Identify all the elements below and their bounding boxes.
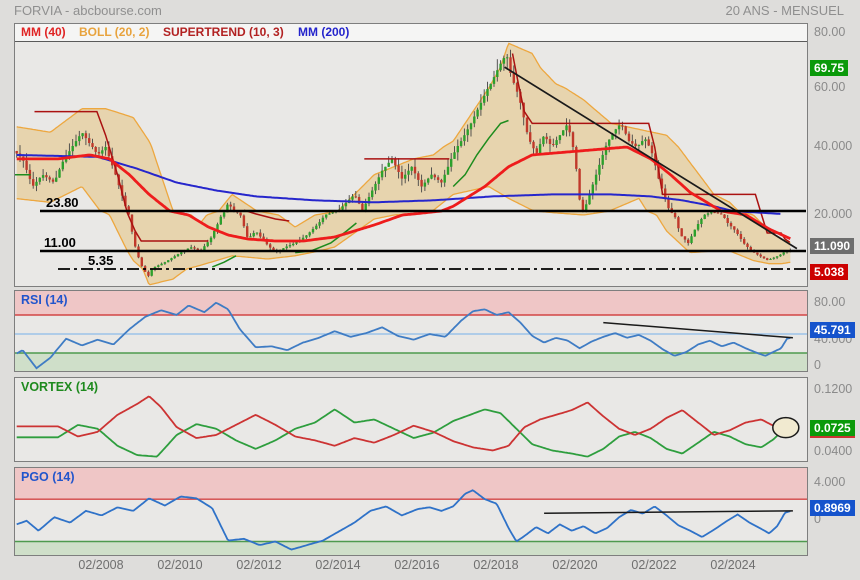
legend-item-mm-3[interactable]: MM (200) — [298, 25, 350, 39]
axis-tick-label: 20.000 — [814, 207, 853, 221]
pgo-title: PGO (14) — [21, 470, 75, 484]
x-axis-label: 02/2016 — [394, 558, 440, 572]
axis-tick-label: 0.1200 — [814, 382, 853, 396]
axis-tick-label: 80.00 — [814, 25, 846, 39]
x-axis-label: 02/2020 — [552, 558, 598, 572]
axis-tick-label: 40.000 — [814, 139, 853, 153]
axis-value-badge: 0.8969 — [810, 500, 855, 516]
axis-value-badge: 0.0725 — [810, 420, 855, 438]
axis-tick-label: 0 — [814, 512, 821, 526]
axis-tick-label: 0.0400 — [814, 444, 853, 458]
axis-value-badge: 11.090 — [810, 238, 855, 254]
rsi-panel: RSI (14) — [14, 290, 808, 372]
instrument-title: FORVIA - abcbourse.com — [14, 3, 162, 18]
x-axis-label: 02/2014 — [315, 558, 361, 572]
price-chart-canvas[interactable]: 23.80 11.00 5.35 — [15, 41, 807, 286]
axis-value-badge: 5.038 — [810, 264, 849, 280]
legend-item-supertrend-2[interactable]: SUPERTREND (10, 3) — [163, 25, 284, 39]
axis-value-badge: 45.791 — [810, 322, 855, 338]
vortex-title: VORTEX (14) — [21, 380, 99, 394]
x-axis-label: 02/2012 — [236, 558, 282, 572]
vortex-svg — [16, 395, 800, 458]
axis-tick-label: 0 — [814, 358, 821, 372]
period-label: 20 ANS - MENSUEL — [725, 3, 845, 18]
pgo-chart-canvas[interactable] — [15, 468, 807, 555]
rsi-svg — [15, 291, 807, 371]
x-axis-label: 02/2008 — [78, 558, 124, 572]
svg-text:5.35: 5.35 — [88, 253, 113, 268]
x-axis-label: 02/2024 — [710, 558, 756, 572]
axis-value-badge: 69.75 — [810, 60, 849, 76]
x-axis-label: 02/2022 — [631, 558, 677, 572]
legend-item-boll-1[interactable]: BOLL (20, 2) — [79, 25, 150, 39]
main-chart-panel: MM (40) BOLL (20, 2) SUPERTREND (10, 3) MM … — [14, 23, 808, 287]
x-axis-label: 02/2010 — [157, 558, 203, 572]
svg-text:11.00: 11.00 — [44, 235, 76, 250]
axis-tick-label: 80.00 — [814, 295, 846, 309]
indicator-legend: MM (40) BOLL (20, 2) SUPERTREND (10, 3) MM … — [15, 24, 807, 42]
axis-tick-label: 60.00 — [814, 80, 846, 94]
svg-text:23.80: 23.80 — [46, 195, 79, 210]
price-chart-svg: 23.80 11.00 5.35 — [15, 42, 806, 286]
pgo-svg — [15, 468, 807, 555]
axis-tick-label: 4.000 — [814, 475, 846, 489]
pgo-panel: PGO (14) — [14, 467, 808, 556]
x-axis-label: 02/2018 — [473, 558, 519, 572]
rsi-chart-canvas[interactable] — [15, 291, 807, 371]
vortex-panel: VORTEX (14) — [14, 377, 808, 462]
vortex-chart-canvas[interactable] — [15, 378, 807, 461]
rsi-title: RSI (14) — [21, 293, 68, 307]
legend-item-mm-0[interactable]: MM (40) — [21, 25, 66, 39]
